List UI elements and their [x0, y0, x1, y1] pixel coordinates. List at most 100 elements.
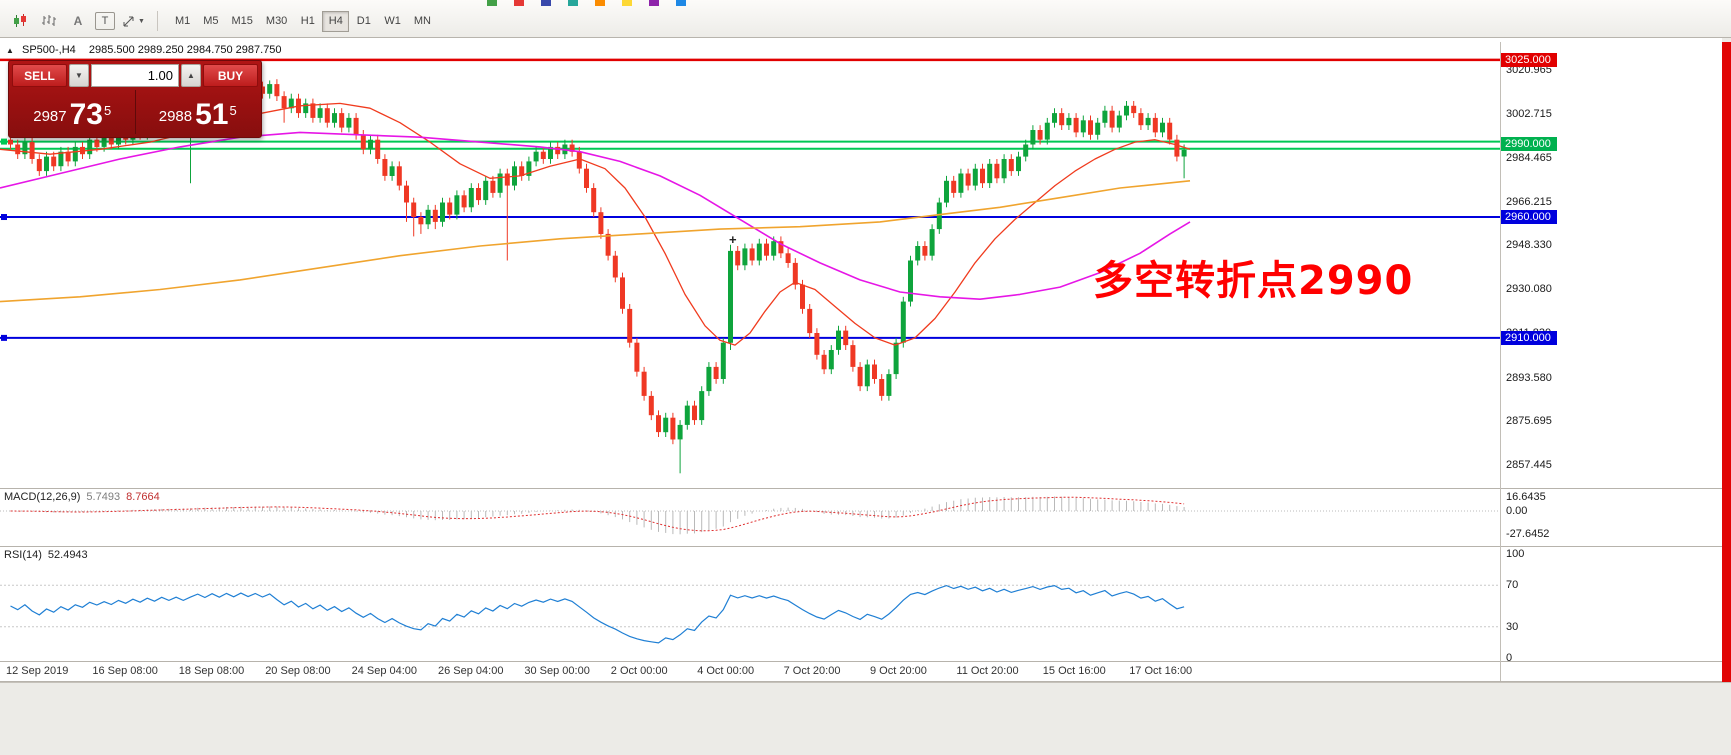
- macd-indicator-label: MACD(12,26,9) 5.7493 8.7664: [4, 491, 160, 503]
- ask-pips: 51: [195, 98, 229, 131]
- timeframe-m30[interactable]: M30: [265, 15, 288, 27]
- text-tool-icon[interactable]: T: [95, 12, 115, 30]
- timeframe-d1[interactable]: D1: [356, 15, 371, 27]
- clipped-toolbar-icon: [676, 0, 686, 6]
- rsi-value: 52.4943: [47, 549, 88, 561]
- price-axis-label: 2875.695: [1506, 414, 1552, 427]
- macd-axis-label: 0.00: [1506, 505, 1528, 517]
- chart-annotation-text: 多空转折点2990: [1093, 258, 1414, 304]
- ma-slow-orange: [0, 180, 1191, 303]
- panel-separator[interactable]: [0, 488, 1722, 489]
- main-chart[interactable]: [0, 42, 1500, 488]
- timeframe-m1[interactable]: M1: [174, 15, 191, 27]
- ohlc-values: 2985.500 2989.250 2984.750 2987.750: [88, 44, 282, 56]
- bid-price-display[interactable]: 2987 73 5: [12, 90, 133, 134]
- price-axis-label: 2966.215: [1506, 195, 1552, 208]
- price-axis-label: 2857.445: [1506, 458, 1552, 471]
- time-axis-label: 12 Sep 2019: [6, 665, 69, 677]
- rsi-axis-label: 70: [1506, 579, 1519, 592]
- volume-increase-button[interactable]: ▲: [181, 64, 201, 87]
- time-axis-label: 11 Oct 20:00: [956, 665, 1019, 677]
- chart-title: ▲ SP500-,H4 2985.500 2989.250 2984.750 2…: [6, 44, 282, 56]
- timeframe-h4[interactable]: H4: [322, 10, 350, 32]
- price-badge: 2990.000: [1501, 137, 1557, 152]
- candlestick-chart-icon[interactable]: [8, 10, 32, 32]
- buy-button[interactable]: BUY: [203, 64, 258, 87]
- timeframe-m5[interactable]: M5: [203, 15, 219, 27]
- time-axis-label: 18 Sep 08:00: [178, 665, 245, 677]
- price-divider: [134, 90, 136, 134]
- time-axis-label: 9 Oct 20:00: [870, 665, 927, 677]
- rsi-axis-label: 100: [1506, 548, 1525, 560]
- right-red-border: [1722, 42, 1731, 682]
- toolbar-separator: [156, 11, 158, 31]
- cursor-tools-icon[interactable]: ▼: [120, 10, 146, 32]
- price-badge: 3025.000: [1501, 52, 1557, 67]
- clipped-toolbar-icon: [514, 0, 524, 6]
- rsi-axis-label: 30: [1506, 620, 1519, 633]
- rsi-axis-label: 0: [1506, 652, 1513, 664]
- volume-input[interactable]: [91, 64, 179, 87]
- price-badge: 2910.000: [1501, 330, 1557, 345]
- panel-separator: [0, 661, 1722, 662]
- macd-main-value: 5.7493: [86, 491, 121, 503]
- panel-separator: [0, 681, 1722, 682]
- clipped-toolbar-icon: [568, 0, 578, 6]
- panel-separator[interactable]: [0, 546, 1722, 547]
- bid-pips: 73: [69, 98, 103, 131]
- clipped-toolbar-icon: [649, 0, 659, 6]
- rsi-line: [10, 584, 1185, 644]
- price-badge: 2960.000: [1501, 210, 1557, 225]
- ask-point: 5: [229, 103, 237, 118]
- clipped-toolbar-icon: [622, 0, 632, 6]
- price-axis-label: 2984.465: [1506, 151, 1552, 164]
- rsi-indicator-label: RSI(14) 52.4943: [4, 549, 88, 561]
- chart-background[interactable]: [0, 38, 1722, 682]
- time-axis-label: 17 Oct 16:00: [1129, 665, 1193, 677]
- clipped-toolbar-icon: [595, 0, 605, 6]
- timeframe-w1[interactable]: W1: [384, 15, 401, 27]
- chevron-down-icon: ▼: [138, 17, 145, 25]
- rsi-name: RSI(14): [4, 549, 42, 561]
- time-axis-label: 4 Oct 00:00: [697, 665, 755, 677]
- price-axis-label: 3002.715: [1506, 107, 1552, 120]
- time-axis-label: 16 Sep 08:00: [92, 665, 158, 677]
- time-axis-label: 15 Oct 16:00: [1042, 665, 1106, 677]
- timeframe-h1[interactable]: H1: [300, 15, 315, 27]
- ask-handle: 2988: [158, 108, 193, 125]
- time-axis-label: 24 Sep 04:00: [351, 665, 418, 677]
- macd-axis-label: 16.6435: [1506, 491, 1546, 504]
- price-axis-label: 2893.580: [1506, 371, 1552, 384]
- clipped-toolbar-icon: [487, 0, 497, 6]
- sell-button[interactable]: SELL: [12, 64, 67, 87]
- timeframe-m15[interactable]: M15: [231, 15, 253, 27]
- symbol-period-label: SP500-,H4: [21, 44, 76, 56]
- bid-handle: 2987: [33, 108, 67, 125]
- timeframe-mn[interactable]: MN: [413, 15, 431, 27]
- time-axis-label: 7 Oct 20:00: [783, 665, 841, 677]
- collapse-arrow-icon[interactable]: ▲: [6, 46, 14, 55]
- macd-signal-value: 8.7664: [126, 491, 160, 503]
- rsi-panel[interactable]: [0, 548, 1500, 661]
- crosshair-marker: +: [729, 232, 737, 247]
- macd-signal-line: [10, 496, 1185, 532]
- macd-panel[interactable]: [0, 490, 1500, 545]
- ohlc-bars-icon[interactable]: [37, 10, 61, 32]
- price-axis-label: 2948.330: [1506, 239, 1552, 252]
- price-axis-separator: [1500, 42, 1501, 681]
- ask-price-display[interactable]: 2988 51 5: [138, 90, 259, 134]
- time-axis-label: 20 Sep 08:00: [265, 665, 331, 677]
- volume-dropdown-button[interactable]: ▼: [69, 64, 89, 87]
- clipped-toolbar-icon: [541, 0, 551, 6]
- ma-fast-red: [0, 102, 1191, 346]
- bid-point: 5: [104, 103, 112, 118]
- clipped-toolbar-row: [487, 0, 686, 6]
- price-axis-label: 2930.080: [1506, 283, 1552, 296]
- toolbar: A T ▼ M1 M5 M15 M30 H1 H4 D1 W1 MN: [0, 0, 1731, 38]
- macd-axis-label: -27.6452: [1506, 527, 1550, 540]
- annotations-icon[interactable]: A: [73, 14, 83, 28]
- time-axis-label: 26 Sep 04:00: [438, 665, 504, 677]
- bottom-bar: [0, 682, 1731, 755]
